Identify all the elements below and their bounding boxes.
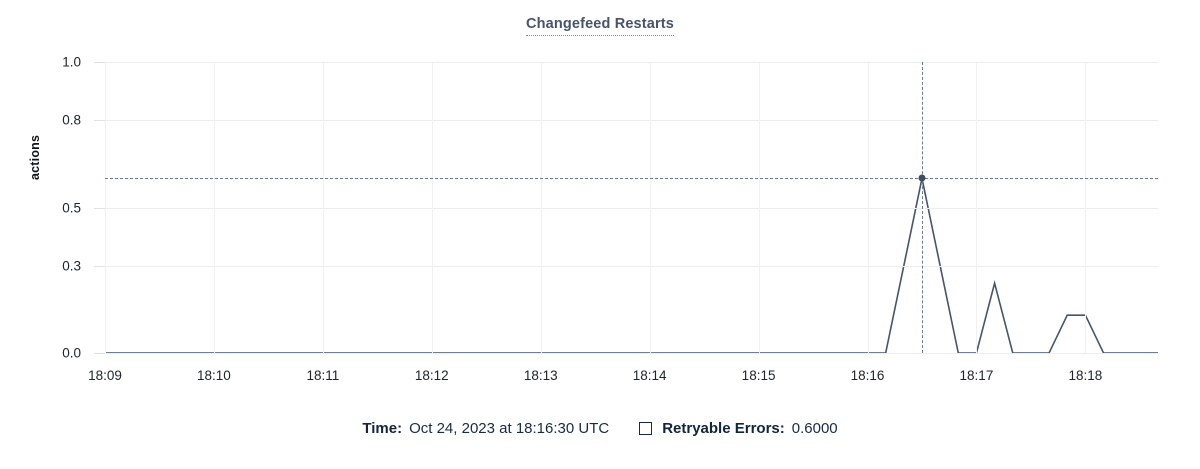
- y-axis-tick: [94, 120, 105, 122]
- y-axis-tick: [94, 265, 105, 267]
- y-axis-label: 0.8: [62, 112, 81, 128]
- crosshair-vertical: [921, 62, 923, 353]
- x-axis-label: 18:15: [741, 368, 776, 383]
- chart-title: Changefeed Restarts: [0, 16, 1200, 36]
- gridline-vertical: [322, 62, 324, 353]
- x-axis-label: 18:16: [850, 368, 885, 383]
- gridline-horizontal: [105, 265, 1158, 267]
- x-axis-label: 18:12: [414, 368, 449, 383]
- gridline-vertical: [976, 62, 978, 353]
- series-path: [105, 178, 1158, 353]
- gridline-vertical: [1085, 62, 1087, 353]
- gridline-vertical: [105, 62, 106, 353]
- y-axis-label: 0.0: [62, 345, 81, 361]
- series-line-retryable-errors: [105, 62, 1158, 353]
- x-axis-label: 18:09: [88, 368, 122, 383]
- gridline-horizontal: [105, 120, 1158, 122]
- chart-footer: Time: Oct 24, 2023 at 18:16:30 UTC Retry…: [0, 420, 1200, 437]
- legend-series-label: Retryable Errors:: [662, 420, 785, 437]
- hover-point-marker: [918, 174, 926, 182]
- y-axis-tick: [94, 353, 105, 354]
- crosshair-horizontal: [105, 178, 1158, 180]
- gridline-horizontal: [105, 62, 1158, 63]
- y-axis-label: 1.0: [62, 54, 81, 70]
- x-axis-label: 18:14: [632, 368, 667, 383]
- gridline-horizontal: [105, 207, 1158, 209]
- x-axis-label: 18:17: [959, 368, 994, 383]
- x-axis-label: 18:13: [523, 368, 558, 383]
- gridline-vertical: [867, 62, 869, 353]
- legend-series-value: 0.6000: [791, 420, 838, 437]
- y-axis-title: actions: [28, 134, 42, 180]
- gridline-vertical: [431, 62, 433, 353]
- x-axis-label: 18:18: [1068, 368, 1103, 383]
- gridline-vertical: [758, 62, 760, 353]
- footer-time-label: Time:: [362, 420, 403, 437]
- gridline-vertical: [213, 62, 215, 353]
- y-axis-tick: [94, 62, 105, 63]
- chart-title-text: Changefeed Restarts: [526, 16, 674, 36]
- gridline-vertical: [540, 62, 542, 353]
- footer-time-value: Oct 24, 2023 at 18:16:30 UTC: [409, 420, 610, 437]
- legend-checkbox-icon[interactable]: [639, 422, 653, 435]
- y-axis-label: 0.3: [62, 258, 81, 274]
- gridline-vertical: [649, 62, 651, 353]
- legend-item-retryable-errors[interactable]: Retryable Errors: 0.6000: [639, 420, 838, 437]
- y-axis-label: 0.5: [62, 200, 81, 215]
- x-axis-label: 18:11: [306, 368, 340, 383]
- y-axis-tick: [94, 207, 105, 209]
- gridline-horizontal: [105, 353, 1158, 354]
- x-axis-label: 18:10: [197, 368, 231, 383]
- footer-time-group: Time: Oct 24, 2023 at 18:16:30 UTC: [362, 420, 609, 437]
